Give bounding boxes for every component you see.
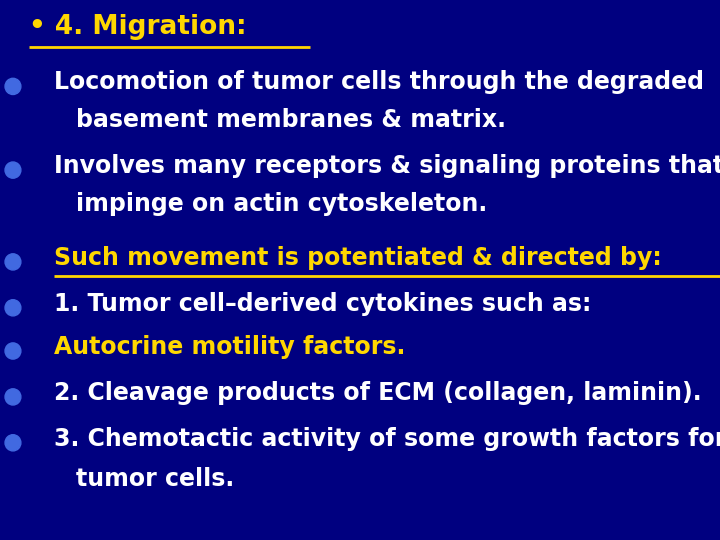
Text: Autocrine motility factors.: Autocrine motility factors.: [54, 335, 405, 359]
Ellipse shape: [5, 300, 21, 316]
Ellipse shape: [5, 343, 21, 359]
Ellipse shape: [5, 78, 21, 94]
Text: tumor cells.: tumor cells.: [76, 468, 234, 491]
Text: 2. Cleavage products of ECM (collagen, laminin).: 2. Cleavage products of ECM (collagen, l…: [54, 381, 701, 405]
Text: • 4. Migration:: • 4. Migration:: [29, 15, 246, 40]
Text: 1. Tumor cell–derived cytokines such as:: 1. Tumor cell–derived cytokines such as:: [54, 292, 591, 316]
Ellipse shape: [5, 389, 21, 405]
Text: Locomotion of tumor cells through the degraded: Locomotion of tumor cells through the de…: [54, 71, 704, 94]
Text: Involves many receptors & signaling proteins that: Involves many receptors & signaling prot…: [54, 154, 720, 178]
Ellipse shape: [5, 162, 21, 178]
Text: 3. Chemotactic activity of some growth factors for: 3. Chemotactic activity of some growth f…: [54, 427, 720, 451]
Text: basement membranes & matrix.: basement membranes & matrix.: [76, 109, 505, 132]
Ellipse shape: [5, 254, 21, 270]
Text: impinge on actin cytoskeleton.: impinge on actin cytoskeleton.: [76, 192, 487, 216]
Ellipse shape: [5, 435, 21, 451]
Text: Such movement is potentiated & directed by:: Such movement is potentiated & directed …: [54, 246, 662, 270]
